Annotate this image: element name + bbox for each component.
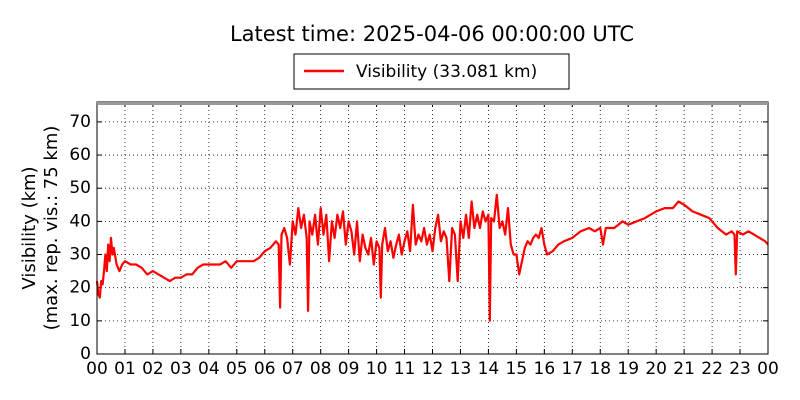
x-tick-label: 00 (86, 359, 108, 379)
x-tick-label: 06 (254, 359, 276, 379)
y-tick-label: 70 (69, 112, 91, 132)
x-tick-label: 01 (114, 359, 136, 379)
x-tick-label: 12 (422, 359, 444, 379)
plot-frame (96, 101, 769, 355)
y-axis-label: (max. rep. vis.: 75 km) (41, 126, 62, 331)
x-tick-label: 04 (198, 359, 220, 379)
x-tick-label: 08 (310, 359, 332, 379)
x-tick-label: 16 (534, 359, 556, 379)
y-tick-label: 10 (69, 311, 91, 331)
x-tick-label: 10 (366, 359, 388, 379)
x-tick-label: 11 (394, 359, 416, 379)
y-tick-label: 50 (69, 178, 91, 198)
y-tick-label: 60 (69, 145, 91, 165)
y-tick-label: 0 (80, 344, 91, 364)
x-tick-label: 00 (757, 359, 779, 379)
x-tick-label: 07 (282, 359, 304, 379)
x-tick-label: 23 (729, 359, 751, 379)
y-axis-label: Visibility (km) (19, 166, 40, 289)
x-tick-label: 14 (478, 359, 500, 379)
legend-label: Visibility (33.081 km) (356, 62, 537, 82)
x-tick-label: 17 (561, 359, 583, 379)
x-tick-label: 02 (142, 359, 164, 379)
x-tick-label: 15 (506, 359, 528, 379)
chart-title: Latest time: 2025-04-06 00:00:00 UTC (230, 22, 634, 46)
data-line (95, 193, 769, 322)
x-tick-label: 13 (450, 359, 472, 379)
x-tick-label: 18 (589, 359, 611, 379)
y-tick-label: 20 (69, 278, 91, 298)
x-tick-label: 09 (338, 359, 360, 379)
x-tick-label: 20 (645, 359, 667, 379)
y-tick-label: 40 (69, 211, 91, 231)
x-tick-label: 22 (701, 359, 723, 379)
y-tick-label: 30 (69, 245, 91, 265)
x-tick-label: 19 (617, 359, 639, 379)
x-tick-label: 03 (170, 359, 192, 379)
x-tick-label: 21 (673, 359, 695, 379)
x-tick-label: 05 (226, 359, 248, 379)
